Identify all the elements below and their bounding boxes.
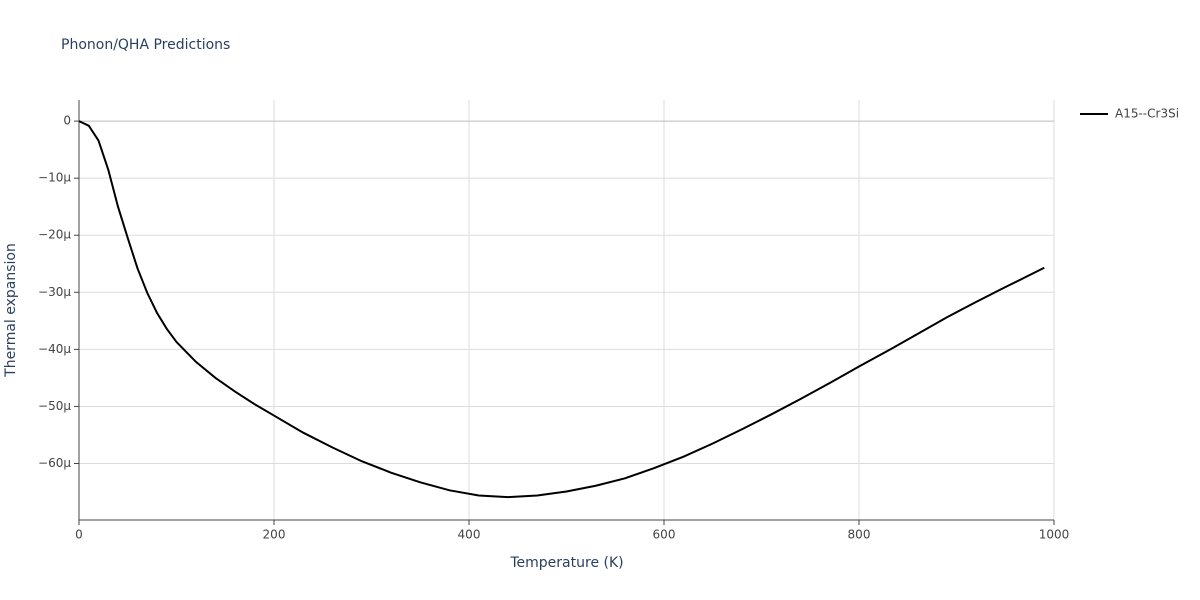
y-tick-label: −60μ <box>38 456 71 470</box>
chart-title: Phonon/QHA Predictions <box>61 37 230 53</box>
legend-label: A15--Cr3Si <box>1115 107 1179 121</box>
x-tick-label: 600 <box>653 528 676 542</box>
x-tick-label: 0 <box>75 528 83 542</box>
y-tick-label: −50μ <box>38 399 71 413</box>
x-tick-label: 1000 <box>1039 528 1070 542</box>
y-tick-label: −20μ <box>38 228 71 242</box>
x-axis-title: Temperature (K) <box>509 555 623 571</box>
y-tick-label: −40μ <box>38 342 71 356</box>
y-axis-title: Thermal expansion <box>3 243 19 378</box>
y-tick-label: −10μ <box>38 171 71 185</box>
x-tick-label: 400 <box>458 528 481 542</box>
x-tick-label: 800 <box>848 528 871 542</box>
y-tick-label: −30μ <box>38 285 71 299</box>
x-tick-label: 200 <box>263 528 286 542</box>
line-series <box>78 120 1045 499</box>
y-tick-label: 0 <box>63 114 71 128</box>
